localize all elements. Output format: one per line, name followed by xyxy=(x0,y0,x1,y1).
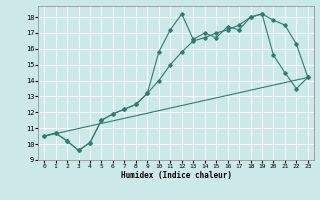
X-axis label: Humidex (Indice chaleur): Humidex (Indice chaleur) xyxy=(121,171,231,180)
